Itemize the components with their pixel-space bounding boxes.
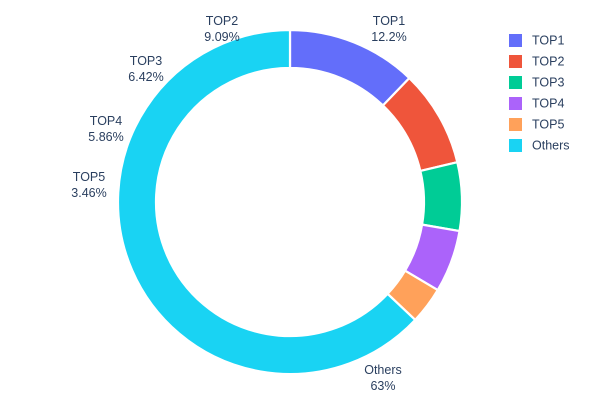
slice-label-percent: 5.86% [88,130,123,144]
slice-label-top1: TOP1 12.2% [371,14,406,44]
slice-label-name: TOP4 [90,114,122,128]
legend-swatch-top4 [509,97,522,110]
slice-label-percent: 9.09% [204,30,239,44]
slice-label-name: Others [364,363,402,377]
slice-label-name: TOP5 [73,170,105,184]
legend-label-top1: TOP1 [532,33,564,47]
donut-slice-top3[interactable] [419,161,464,233]
legend-label-top2: TOP2 [532,54,564,68]
legend-item-top5[interactable]: TOP5 [509,117,564,131]
legend-swatch-top1 [509,34,522,47]
slice-label-percent: 63% [370,379,395,393]
slice-label-percent: 3.46% [71,186,106,200]
slice-label-top5: TOP5 3.46% [71,170,106,200]
legend-label-top5: TOP5 [532,117,564,131]
legend-item-others[interactable]: Others [509,138,570,152]
legend-item-top4[interactable]: TOP4 [509,96,564,110]
legend-swatch-others [509,139,522,152]
donut-slice-labels: TOP1 12.2% TOP2 9.09% TOP3 6.42% TOP4 5.86% TOP5… [71,14,406,393]
legend-swatch-top5 [509,118,522,131]
legend-swatch-top2 [509,55,522,68]
legend-item-top1[interactable]: TOP1 [509,33,564,47]
slice-label-percent: 12.2% [371,30,406,44]
slice-label-name: TOP1 [373,14,405,28]
slice-label-name: TOP3 [130,54,162,68]
legend-label-others: Others [532,138,570,152]
slice-label-top3: TOP3 6.42% [128,54,163,84]
slice-label-percent: 6.42% [128,70,163,84]
slice-label-top4: TOP4 5.86% [88,114,123,144]
chart-legend[interactable]: TOP1 TOP2 TOP3 TOP4 TOP5 Others [509,33,570,152]
donut-slices[interactable] [116,28,464,376]
slice-label-others: Others 63% [364,363,402,393]
slice-label-name: TOP2 [206,14,238,28]
legend-swatch-top3 [509,76,522,89]
legend-item-top2[interactable]: TOP2 [509,54,564,68]
legend-label-top4: TOP4 [532,96,564,110]
legend-item-top3[interactable]: TOP3 [509,75,564,89]
slice-label-top2: TOP2 9.09% [204,14,239,44]
donut-slice-others[interactable] [116,28,417,376]
legend-label-top3: TOP3 [532,75,564,89]
